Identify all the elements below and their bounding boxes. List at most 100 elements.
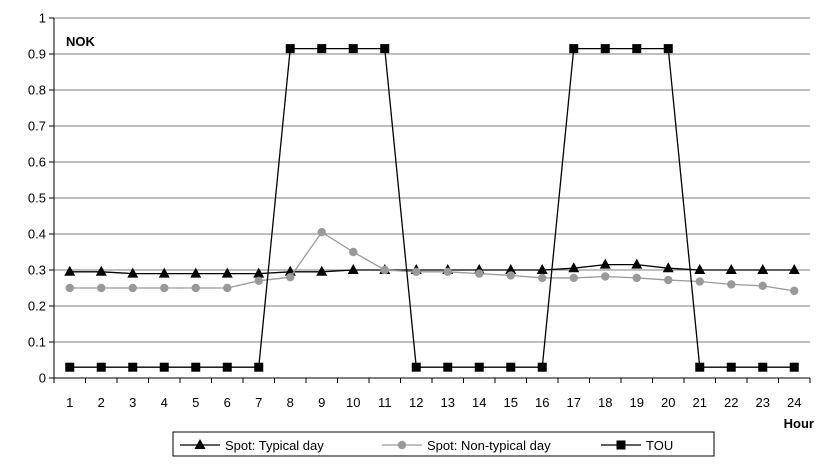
y-axis-ticks: 0 0.1 0.2 0.3 0.4 0.5 0.6 0.7 0.8 0.9 1 — [28, 11, 54, 386]
x-tick-label: 7 — [255, 395, 262, 410]
data-point — [348, 44, 358, 54]
y-tick-label: 0.8 — [28, 83, 46, 98]
data-point — [190, 267, 202, 278]
y-tick-label: 0.1 — [28, 335, 46, 350]
data-point — [158, 267, 170, 278]
x-tick-label: 6 — [224, 395, 231, 410]
data-point — [96, 362, 106, 372]
data-point — [317, 228, 326, 237]
data-point — [349, 247, 358, 257]
data-series — [64, 44, 800, 372]
y-tick-label: 0.7 — [28, 119, 46, 134]
y-tick-label: 0.2 — [28, 299, 46, 314]
data-point — [97, 283, 106, 293]
data-point — [789, 362, 799, 372]
data-point — [316, 265, 328, 276]
data-point — [758, 281, 767, 291]
legend-marker — [616, 440, 626, 450]
legend-label: TOU — [646, 438, 673, 453]
data-point — [537, 362, 547, 372]
data-point — [128, 283, 137, 293]
legend-label: Spot: Non-typical day — [427, 438, 551, 453]
x-tick-label: 21 — [693, 395, 707, 410]
x-tick-label: 10 — [346, 395, 360, 410]
data-point — [538, 273, 547, 283]
series-circle — [65, 228, 799, 296]
data-point — [443, 362, 453, 372]
data-point — [65, 362, 75, 372]
data-point — [128, 362, 138, 372]
y-tick-label: 0 — [39, 371, 46, 386]
series-line — [69, 263, 795, 275]
data-point — [475, 269, 484, 278]
x-tick-label: 4 — [161, 395, 168, 410]
gridlines — [54, 17, 810, 343]
data-point — [95, 265, 107, 276]
y-tick-label: 0.9 — [28, 47, 46, 62]
x-tick-label: 18 — [598, 395, 612, 410]
data-point — [727, 280, 736, 289]
x-tick-label: 22 — [724, 395, 738, 410]
x-tick-label: 5 — [192, 395, 199, 410]
data-point — [725, 264, 737, 274]
x-tick-label: 20 — [661, 395, 675, 410]
data-point — [223, 283, 232, 293]
data-point — [253, 267, 265, 278]
data-point — [506, 362, 516, 372]
data-point — [160, 283, 169, 293]
x-tick-label: 19 — [630, 395, 644, 410]
data-point — [65, 283, 74, 293]
data-point — [663, 44, 673, 54]
data-point — [380, 265, 389, 275]
x-axis-label: Hour — [784, 416, 814, 431]
legend: Spot: Typical day Spot: Non-typical day TO… — [172, 431, 715, 457]
data-point — [790, 286, 799, 296]
data-point — [221, 267, 233, 278]
data-point — [758, 362, 768, 372]
x-tick-label: 23 — [756, 395, 770, 410]
data-point — [505, 264, 517, 274]
x-tick-label: 2 — [98, 395, 105, 410]
data-point — [191, 362, 201, 372]
data-point — [412, 267, 421, 276]
x-tick-label: 11 — [378, 395, 392, 410]
data-point — [380, 44, 390, 54]
x-tick-label: 14 — [472, 395, 486, 410]
legend-marker — [397, 440, 407, 450]
data-point — [599, 258, 611, 269]
data-point — [64, 265, 76, 276]
y-tick-label: 0.4 — [28, 227, 46, 242]
data-point — [569, 44, 579, 54]
legend-label: Spot: Typical day — [225, 438, 324, 453]
data-point — [664, 275, 673, 285]
data-point — [757, 264, 769, 274]
data-point — [254, 362, 264, 372]
x-tick-label: 12 — [409, 395, 423, 410]
y-tick-label: 0.6 — [28, 155, 46, 170]
series-line — [69, 231, 795, 292]
data-point — [600, 44, 610, 54]
x-tick-label: 1 — [66, 395, 73, 410]
x-tick-label: 9 — [318, 395, 325, 410]
series-square — [65, 44, 799, 372]
data-point — [631, 258, 643, 269]
data-point — [632, 44, 642, 54]
data-point — [695, 277, 704, 286]
data-point — [568, 262, 580, 273]
data-point — [632, 273, 641, 283]
x-tick-label: 15 — [504, 395, 518, 410]
data-point — [695, 362, 705, 372]
data-point — [191, 283, 200, 293]
x-tick-label: 17 — [567, 395, 581, 410]
y-tick-label: 1 — [39, 11, 46, 26]
series-line — [69, 47, 795, 368]
x-tick-label: 24 — [787, 395, 801, 410]
x-tick-label: 16 — [535, 395, 549, 410]
data-point — [317, 44, 327, 54]
data-point — [601, 272, 610, 281]
data-point — [411, 362, 421, 372]
data-point — [347, 264, 359, 274]
data-point — [159, 362, 169, 372]
data-point — [127, 267, 139, 278]
